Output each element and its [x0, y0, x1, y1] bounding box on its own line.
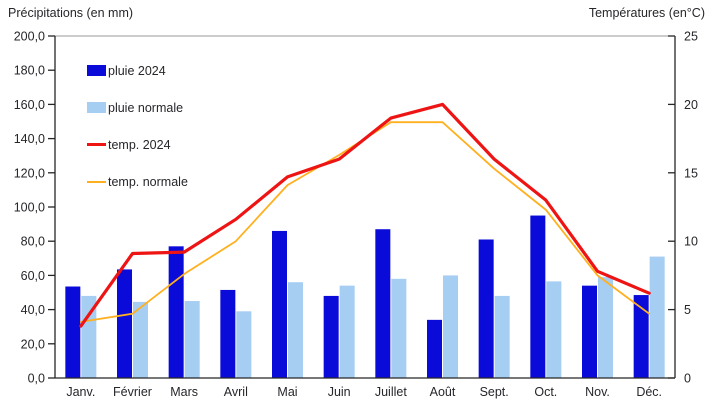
- x-label-avril: Avril: [224, 385, 248, 399]
- bar-pluie-normale-9: [546, 281, 562, 378]
- x-label-ao-t: Août: [430, 385, 456, 399]
- legend-item-pluie-2024: pluie 2024: [87, 52, 188, 89]
- left-tick-label-100: 100,0: [14, 201, 45, 215]
- bar-pluie-normale-6: [391, 278, 407, 378]
- bar-pluie-2024-5: [323, 295, 339, 378]
- bar-pluie-normale-0: [81, 295, 97, 378]
- x-label-oct-: Oct.: [534, 385, 557, 399]
- x-label-f-vrier: Février: [113, 385, 152, 399]
- left-tick-label-40: 40,0: [21, 303, 45, 317]
- x-label-juillet: Juillet: [375, 385, 407, 399]
- right-tick-label-0: 0: [684, 372, 691, 386]
- left-tick-label-160: 160,0: [14, 98, 45, 112]
- line-temp-2024: [79, 102, 651, 328]
- right-tick-label-10: 10: [684, 235, 698, 249]
- bar-pluie-normale-5: [339, 285, 355, 378]
- x-label-janv-: Janv.: [66, 385, 95, 399]
- left-tick-label-60: 60,0: [21, 269, 45, 283]
- bar-pluie-2024-7: [427, 319, 442, 378]
- bar-pluie-2024-0: [65, 286, 81, 378]
- legend-item-temp-2024: temp. 2024: [87, 126, 188, 163]
- legend-swatch-pluie-normale: [87, 102, 106, 113]
- x-label-juin: Juin: [328, 385, 351, 399]
- bar-pluie-normale-1: [133, 301, 148, 378]
- legend-label-temp-normale: temp. normale: [108, 174, 188, 189]
- left-axis-title: Précipitations (en mm): [8, 6, 134, 20]
- left-tick-label-120: 120,0: [14, 166, 45, 180]
- right-axis-title: Températures (en°C): [588, 6, 705, 20]
- bar-pluie-normale-8: [494, 295, 510, 378]
- bar-pluie-normale-3: [236, 311, 252, 378]
- bar-pluie-2024-1: [117, 269, 132, 378]
- left-tick-label-20: 20,0: [21, 337, 45, 351]
- bar-pluie-normale-4: [288, 282, 303, 378]
- left-tick-label-0: 0,0: [28, 372, 45, 386]
- left-tick-label-200: 200,0: [14, 30, 45, 44]
- right-tick-label-5: 5: [684, 303, 691, 317]
- legend-swatch-pluie-2024: [87, 65, 106, 76]
- left-tick-label-80: 80,0: [21, 235, 45, 249]
- legend-item-pluie-normale: pluie normale: [87, 89, 188, 126]
- right-tick-label-15: 15: [684, 166, 698, 180]
- legend-label-pluie-2024: pluie 2024: [108, 63, 166, 78]
- right-tick-label-25: 25: [684, 30, 698, 44]
- bar-pluie-2024-10: [582, 285, 597, 378]
- x-label-d-c-: Déc.: [636, 385, 662, 399]
- x-label-mars: Mars: [170, 385, 198, 399]
- legend-label-temp-2024: temp. 2024: [108, 137, 171, 152]
- legend-item-temp-normale: temp. normale: [87, 163, 188, 200]
- left-tick-label-140: 140,0: [14, 132, 45, 146]
- x-label-nov-: Nov.: [585, 385, 610, 399]
- legend-swatch-temp-normale: [87, 180, 106, 183]
- bar-pluie-normale-2: [184, 301, 200, 378]
- x-label-mai: Mai: [277, 385, 297, 399]
- bar-pluie-2024-2: [168, 246, 184, 378]
- legend: pluie 2024 pluie normale temp. 2024 temp. n…: [87, 52, 188, 200]
- bar-pluie-2024-9: [530, 215, 546, 378]
- legend-label-pluie-normale: pluie normale: [108, 100, 184, 115]
- bar-pluie-2024-3: [220, 289, 236, 378]
- right-tick-label-20: 20: [684, 98, 698, 112]
- bar-pluie-2024-4: [272, 230, 287, 378]
- bar-pluie-normale-7: [443, 275, 458, 378]
- bar-pluie-2024-11: [633, 295, 649, 378]
- bar-pluie-2024-6: [375, 229, 391, 378]
- bar-pluie-normale-11: [649, 256, 665, 378]
- legend-swatch-temp-2024: [87, 143, 106, 146]
- bar-pluie-2024-8: [478, 239, 494, 378]
- bar-pluie-normale-10: [598, 277, 613, 378]
- left-tick-label-180: 180,0: [14, 64, 45, 78]
- x-label-sept-: Sept.: [480, 385, 509, 399]
